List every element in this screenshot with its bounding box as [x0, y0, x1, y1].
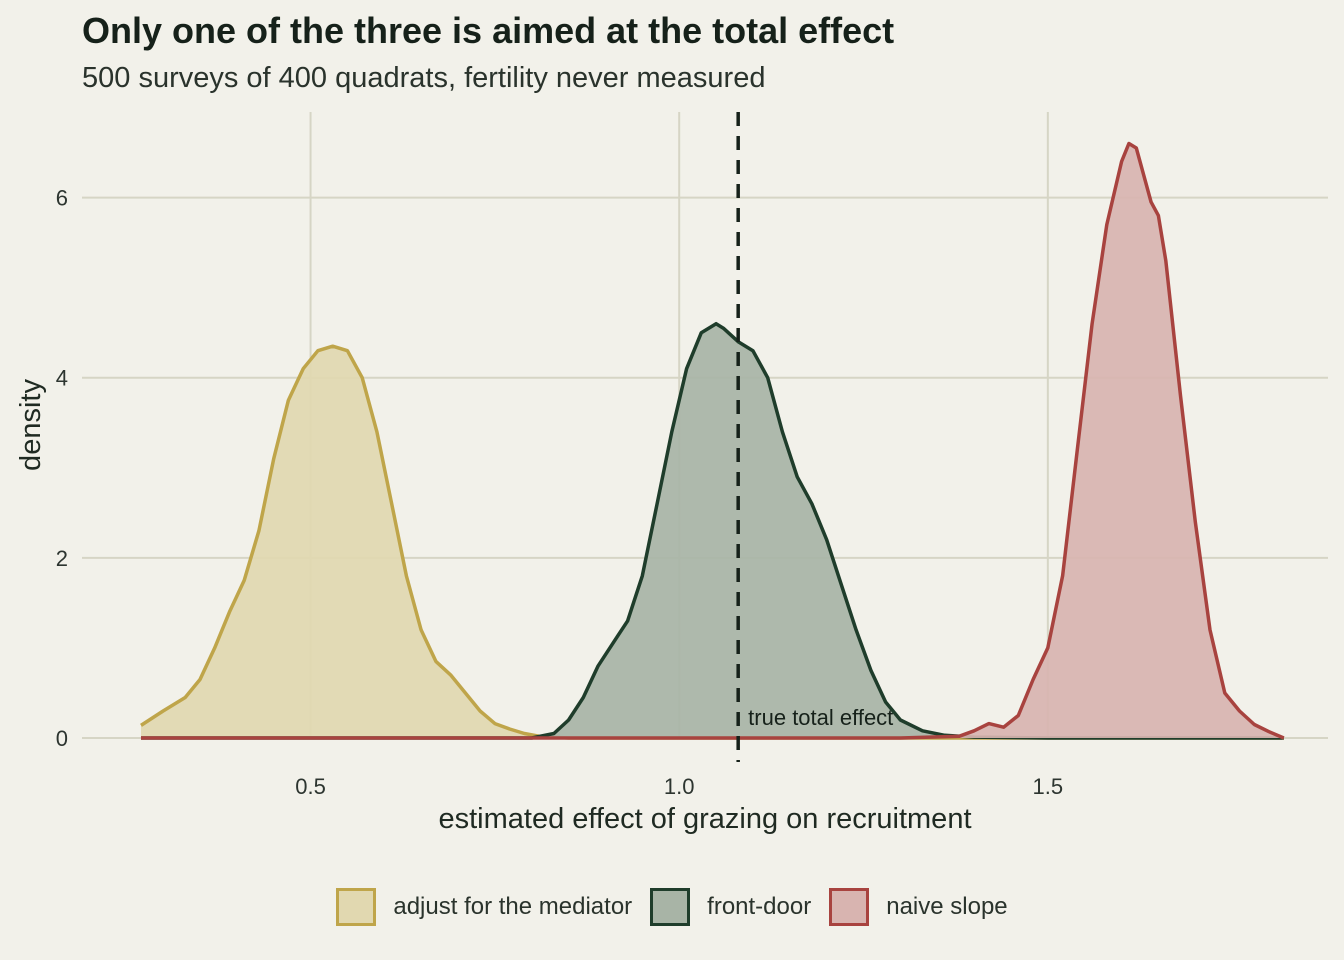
- density-line-naive-slope: [141, 141, 1285, 740]
- legend-label: naive slope: [886, 893, 1008, 920]
- y-tick-label: 2: [56, 546, 68, 571]
- legend-item-front-door: front-door: [650, 888, 811, 926]
- chart-title: Only one of the three is aimed at the to…: [82, 10, 895, 51]
- chart-subtitle: 500 surveys of 400 quadrats, fertility n…: [82, 62, 766, 94]
- legend: adjust for the mediator front-door naive s…: [0, 880, 1344, 934]
- density-area-adjust-for-the-mediator: [141, 346, 1284, 738]
- y-axis-title: density: [15, 379, 47, 471]
- density-area-front-door: [141, 323, 1284, 738]
- true-effect-label: true total effect: [748, 705, 893, 730]
- legend-item-naive-slope: naive slope: [829, 888, 1008, 926]
- x-tick-label: 1.5: [1033, 774, 1064, 799]
- legend-label: front-door: [707, 893, 812, 920]
- axis-layer: 0 2 4 6 0.5 1.0 1.5 estimated effect of grazing…: [15, 186, 1063, 835]
- density-plot: true total effect 0 2 4 6 0.5 1.0 1.5 estimated…: [15, 112, 1328, 835]
- density-area-naive-slope: [141, 143, 1284, 738]
- legend-swatch: [336, 888, 377, 926]
- y-tick-label: 0: [56, 726, 68, 751]
- y-tick-label: 6: [56, 186, 68, 211]
- legend-swatch: [829, 888, 870, 926]
- legend-item-adjust-for-the-mediator: adjust for the mediator: [336, 888, 632, 926]
- legend-label: adjust for the mediator: [393, 893, 633, 920]
- density-line-front-door: [141, 321, 1284, 740]
- x-tick-label: 1.0: [664, 774, 695, 799]
- legend-swatch: [650, 888, 691, 926]
- y-tick-label: 4: [56, 366, 68, 391]
- series-layer: [140, 141, 1285, 740]
- x-tick-label: 0.5: [295, 774, 326, 799]
- x-axis-title: estimated effect of grazing on recruitme…: [438, 803, 971, 835]
- reference-layer: true total effect: [736, 112, 893, 762]
